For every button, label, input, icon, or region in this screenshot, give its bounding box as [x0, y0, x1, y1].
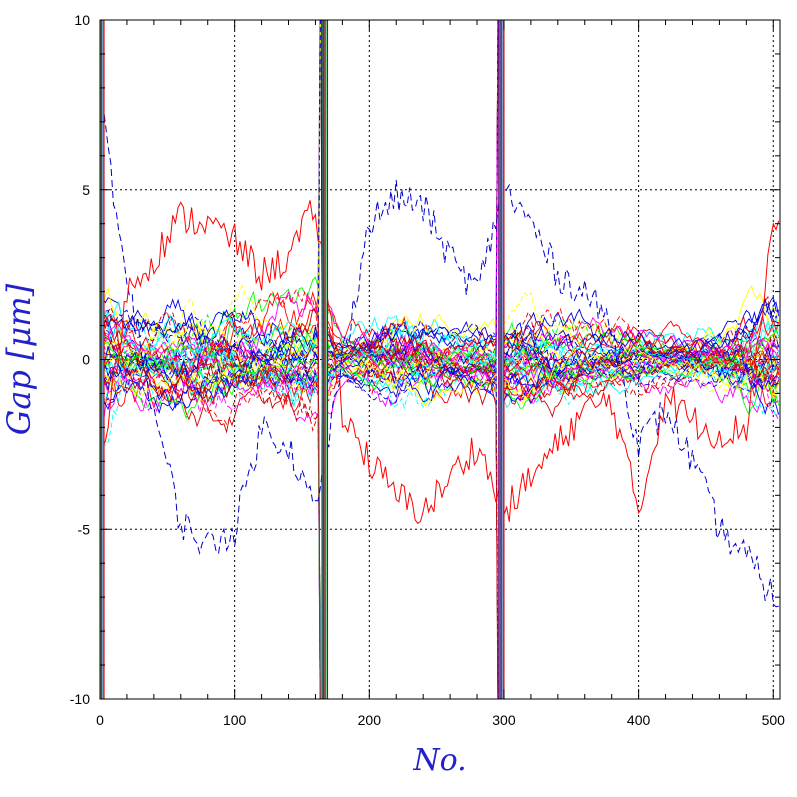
series-line [100, 20, 780, 699]
x-axis-title: No. [412, 743, 466, 778]
series-line [100, 310, 780, 699]
outlier-series-line [100, 200, 780, 525]
y-tick-label: 0 [82, 352, 90, 368]
series-line [100, 20, 780, 699]
y-tick-label: -10 [70, 691, 90, 707]
x-tick-label: 300 [492, 712, 516, 728]
x-tick-label: 100 [223, 712, 247, 728]
y-tick-label: -5 [78, 521, 91, 537]
series-line [100, 20, 779, 699]
x-tick-label: 400 [627, 712, 651, 728]
series-line [100, 20, 780, 699]
x-tick-label: 200 [358, 712, 382, 728]
outlier-series-line [100, 70, 779, 608]
series-line [100, 337, 779, 699]
y-tick-label: 5 [82, 182, 90, 198]
series-line [100, 20, 780, 699]
series-lines [100, 20, 780, 699]
y-tick-label: 10 [74, 12, 90, 28]
series-line [100, 20, 780, 699]
series-line [100, 20, 780, 699]
tick-labels: 0 100 200 300 400 500 -10 -5 0 5 10 [70, 12, 785, 728]
x-tick-label: 500 [762, 712, 786, 728]
axis-ticks [99, 19, 780, 700]
series-line [100, 20, 780, 699]
series-line [100, 20, 780, 699]
series-line [100, 20, 780, 699]
series-line [100, 20, 780, 699]
y-axis-title: Gap [μm] [0, 283, 38, 435]
x-tick-label: 0 [96, 712, 104, 728]
